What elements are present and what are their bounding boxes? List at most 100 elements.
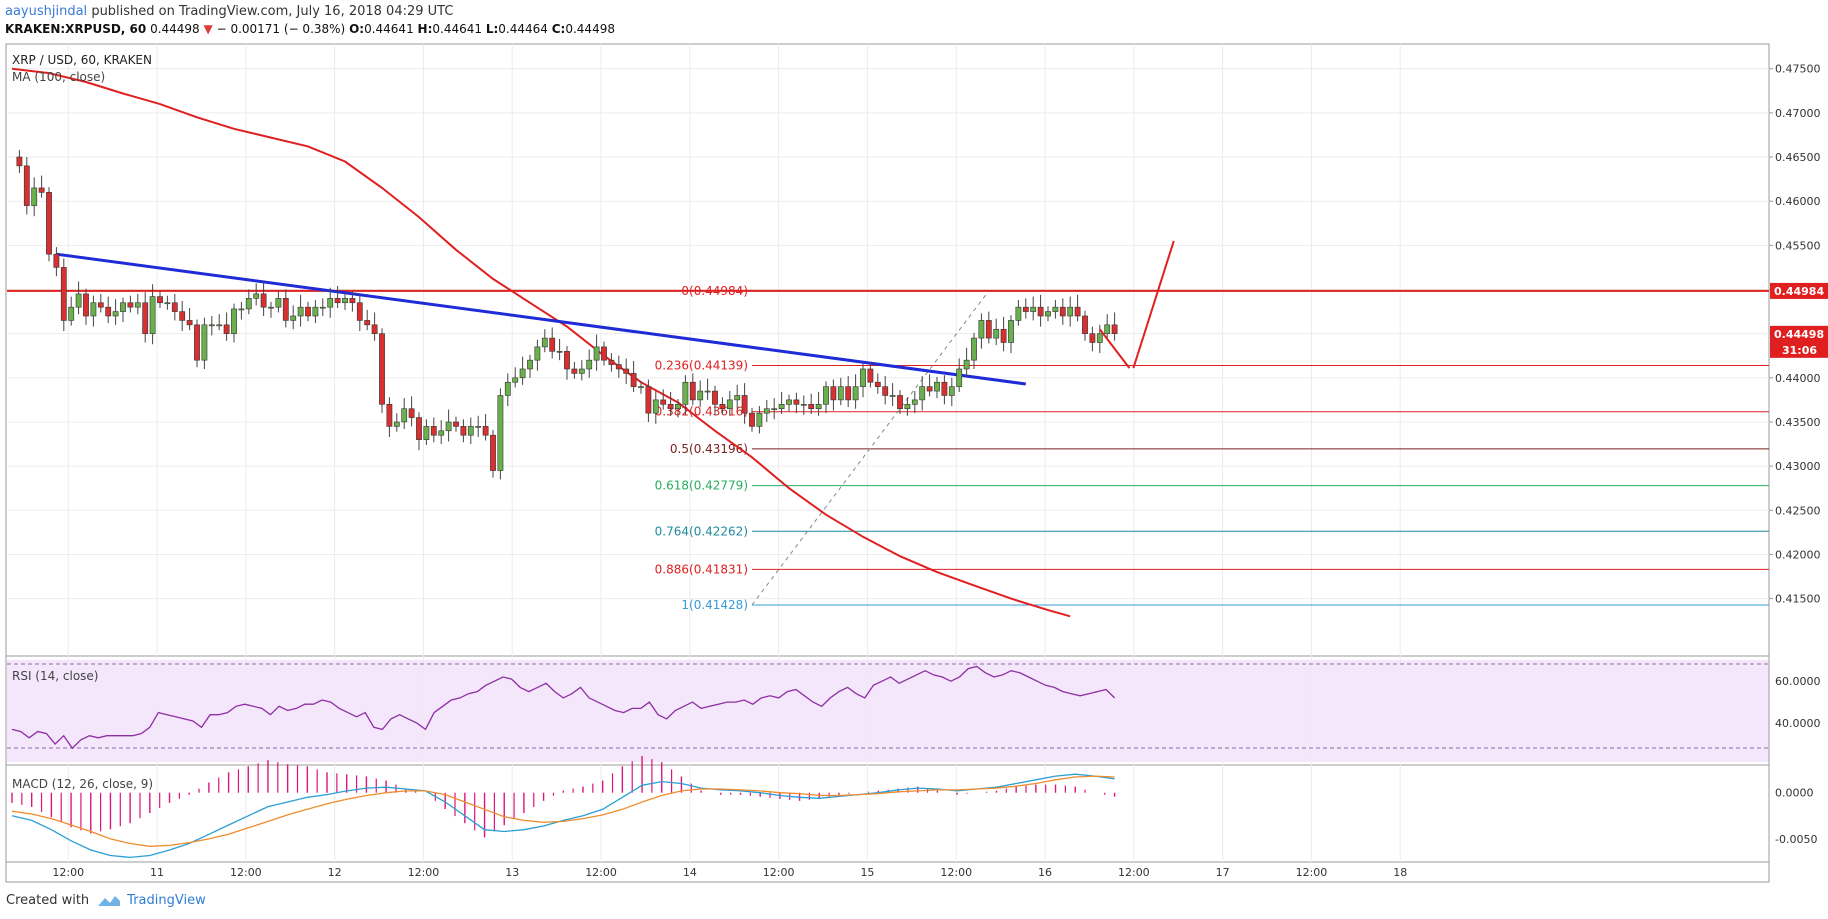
candle-down	[1089, 333, 1096, 343]
candle-up	[275, 298, 282, 308]
candle-down	[430, 426, 437, 436]
candle-down	[808, 404, 815, 410]
candle-down	[1059, 306, 1066, 317]
candle-down	[660, 399, 667, 405]
candle-down	[53, 253, 60, 268]
time-tick-label: 16	[1038, 866, 1052, 879]
candle-down	[179, 311, 186, 321]
candle-down	[105, 306, 112, 317]
candle-up	[1008, 320, 1014, 343]
tradingview-link[interactable]: TradingView	[127, 893, 206, 908]
bearish-trend-line[interactable]	[56, 252, 1026, 386]
rsi-line: 60.0000 40.0000	[11, 665, 1821, 750]
candle-down	[1037, 306, 1044, 317]
candle-down	[453, 421, 459, 427]
publisher-link[interactable]: aayushjindal	[5, 4, 88, 19]
candle-up	[149, 296, 156, 334]
candle-up	[586, 359, 593, 370]
time-tick-label: 12:00	[408, 866, 440, 879]
candle-down	[16, 156, 23, 167]
candle-down	[260, 293, 267, 308]
candle-down	[1000, 328, 1007, 343]
candle-down	[379, 333, 385, 405]
candle-up	[164, 302, 171, 305]
candle-up	[837, 386, 844, 401]
candle-up	[90, 302, 97, 317]
candle-up	[860, 368, 866, 387]
candle-up	[268, 306, 274, 309]
candle-up	[919, 386, 926, 401]
candle-up	[734, 395, 741, 401]
last-price-flag	[1770, 325, 1828, 358]
signal-line	[11, 775, 1115, 847]
price-tick-label: 0.45500	[1775, 239, 1821, 252]
candle-down	[941, 381, 948, 396]
rsi-path	[11, 665, 1116, 750]
candle-down	[601, 346, 607, 361]
candle-up	[534, 346, 541, 361]
projection-rise[interactable]	[1132, 240, 1175, 369]
price-tick-label: 0.42500	[1775, 504, 1821, 517]
symbol-info-bar: KRAKEN:XRPUSD, 60 0.44498 ▼ − 0.00171 (−…	[5, 22, 615, 36]
time-tick-label: 12	[328, 866, 342, 879]
gridlines	[7, 44, 1769, 862]
low-value: 0.44464	[498, 22, 548, 36]
candle-down	[127, 302, 134, 308]
fibonacci-levels[interactable]: 0(0.44984)0.236(0.44139)0.382(0.43616)0.…	[655, 284, 1769, 612]
candle-down	[867, 368, 874, 383]
candle-down	[549, 337, 556, 352]
candle-up	[704, 390, 711, 393]
macd-legend: MACD (12, 26, close, 9)	[12, 777, 153, 791]
candle-down	[741, 395, 748, 414]
candle-up	[504, 381, 511, 396]
candle-up	[948, 386, 955, 396]
candle-up	[638, 386, 644, 388]
candle-up	[208, 324, 215, 327]
candle-up	[978, 320, 985, 339]
candle-up	[216, 324, 223, 327]
candle-up	[319, 306, 326, 309]
time-tick-label: 12:00	[585, 866, 617, 879]
candle-down	[194, 324, 200, 361]
price-flags: 0.44984 0.44498 31:06	[1770, 282, 1828, 358]
price-tick-label: 0.43000	[1775, 460, 1821, 473]
last-price: 0.44498	[150, 22, 200, 36]
close-label: C:	[551, 22, 566, 36]
candle-down	[97, 302, 104, 308]
candle-down	[882, 386, 889, 396]
candle-down	[46, 192, 52, 255]
candle-down	[364, 320, 371, 326]
candle-up	[911, 399, 918, 405]
candle-down	[571, 368, 578, 374]
ma-legend: MA (100, close)	[12, 70, 105, 84]
candle-up	[238, 308, 245, 311]
fib-level-label: 1(0.41428)	[681, 598, 748, 612]
candle-down	[142, 302, 149, 334]
candle-up	[904, 404, 911, 410]
ma-100-path	[11, 67, 1071, 618]
candle-down	[630, 373, 637, 387]
candle-down	[305, 306, 311, 317]
close-value: 0.44498	[565, 22, 615, 36]
created-with-text: Created with	[6, 893, 90, 908]
candle-down	[830, 386, 837, 401]
candle-up	[593, 346, 600, 361]
time-tick-label: 12:00	[940, 866, 972, 879]
ma-100-line	[11, 67, 1071, 618]
candle-up	[68, 306, 75, 321]
time-tick-label: 14	[683, 866, 697, 879]
candle-up	[763, 408, 770, 414]
time-tick-label: 12:00	[1296, 866, 1328, 879]
projection-arrow[interactable]	[1099, 240, 1175, 369]
fib-level-label: 0.764(0.42262)	[655, 524, 748, 538]
candle-up	[231, 308, 237, 334]
price-change: − 0.00171 (− 0.38%)	[216, 22, 346, 36]
candle-up	[815, 404, 822, 410]
trend-line[interactable]	[56, 252, 1026, 386]
candle-down	[223, 324, 230, 334]
candle-down	[83, 293, 89, 317]
projection-dip[interactable]	[1099, 328, 1131, 369]
candle-up	[1030, 306, 1037, 312]
candle-up	[342, 298, 348, 304]
